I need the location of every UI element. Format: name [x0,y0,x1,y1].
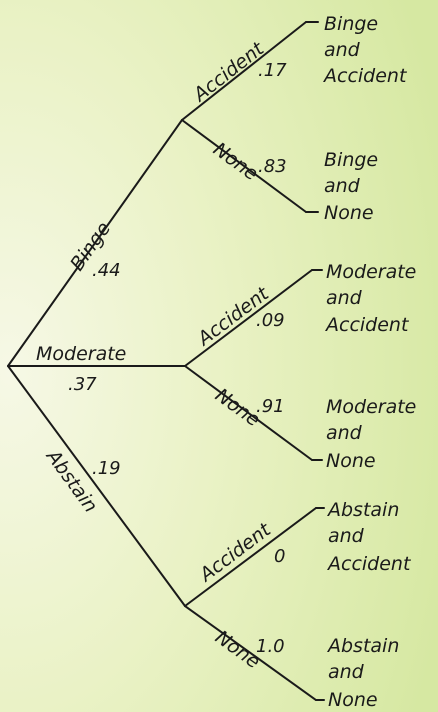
result-binge-none: Binge and None [324,149,384,224]
branch-prob-abstain: .19 [92,458,121,479]
branch-line-abstain [7,365,186,607]
outcome-prob-moderate-accident: .09 [256,310,285,331]
result-abstain-accident: Abstain and Accident [326,499,412,575]
result-moderate-none: Moderate and None [326,396,422,472]
outcome-prob-binge-none: .83 [258,156,287,177]
branch-line-moderate-accident [184,269,313,367]
branch-line-moderate-none [184,365,313,461]
outcome-prob-abstain-none: 1.0 [256,636,285,657]
branch-prob-binge: .44 [92,260,121,281]
result-moderate-accident: Moderate and Accident [324,261,422,336]
result-abstain-none: Abstain and None [326,635,405,711]
result-binge-accident: Binge and Accident [322,13,408,87]
outcome-prob-moderate-none: .91 [256,396,285,417]
branch-line-binge-none [181,119,307,213]
branch-line-abstain-accident [184,507,317,607]
outcome-prob-binge-accident: .17 [258,60,287,81]
outcome-prob-abstain-accident: 0 [274,546,285,567]
branch-prob-moderate: .37 [68,374,97,395]
branch-line-binge [7,119,183,367]
branch-line-abstain-none [184,605,317,701]
branch-label-moderate: Moderate [36,343,126,365]
branch-line-binge-accident [181,21,307,121]
